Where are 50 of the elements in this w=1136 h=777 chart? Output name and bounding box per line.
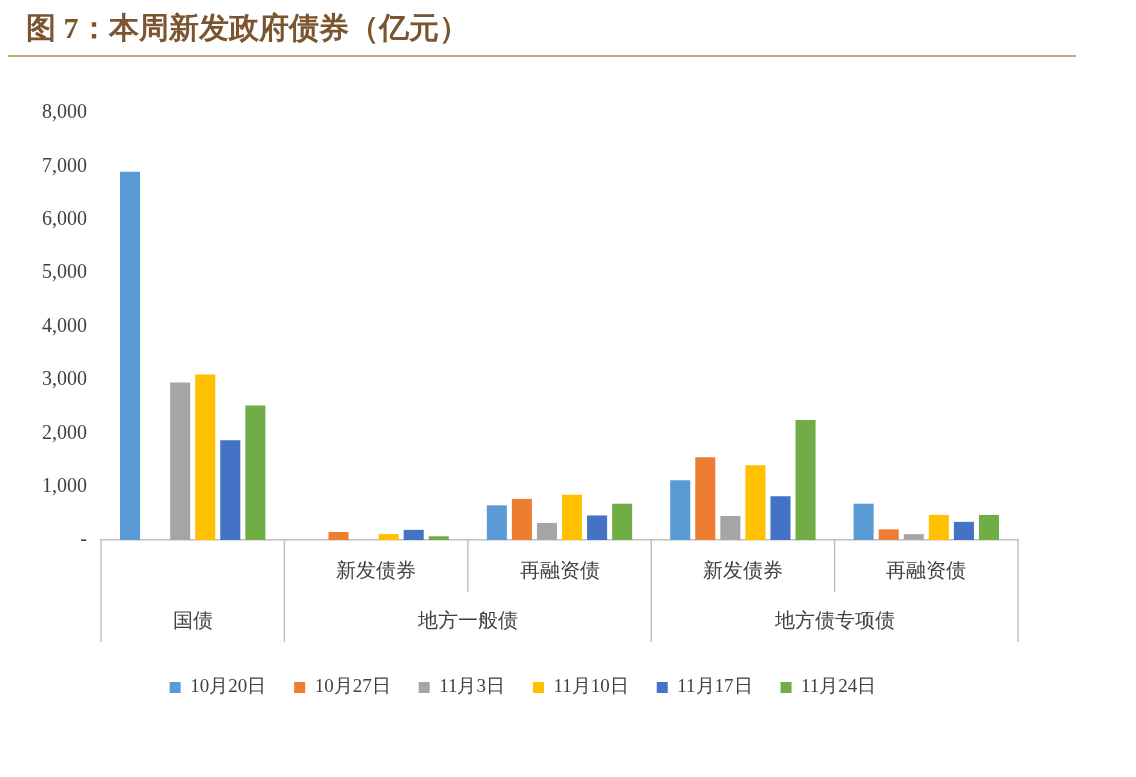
bar: [428, 536, 449, 540]
y-tick-label: 6,000: [42, 207, 87, 229]
bar: [978, 514, 999, 540]
bar: [562, 494, 583, 540]
legend-label: 10月20日: [190, 675, 267, 697]
bar: [511, 498, 532, 540]
bar: [245, 405, 266, 540]
bar: [403, 529, 424, 540]
bar: [953, 521, 974, 540]
y-tick-label: 3,000: [42, 367, 87, 390]
bar: [195, 374, 216, 540]
bar: [536, 522, 557, 540]
text: 地方债专项债: [773, 609, 895, 632]
bar: [745, 465, 766, 540]
bar: [120, 171, 141, 540]
legend-label: 11月10日: [553, 675, 629, 697]
bar: [695, 457, 716, 540]
text: 国债: [172, 609, 213, 632]
bar: [612, 503, 633, 540]
x-tick-label: 再融资债: [519, 559, 600, 582]
x-tick-label: 新发债券: [702, 559, 783, 582]
legend-label: 11月3日: [439, 675, 505, 697]
bar: [903, 534, 924, 540]
y-tick-label: 4,000: [42, 313, 87, 336]
legend-label: 11月17日: [677, 675, 753, 697]
bar: [795, 419, 816, 540]
bar: [378, 534, 399, 540]
y-tick-label: 1,000: [42, 473, 87, 496]
chart-title: 图 7：本周新发政府债券（亿元）: [8, 8, 1076, 57]
y-tick-label: 8,000: [42, 100, 87, 123]
bar: [486, 505, 507, 540]
y-tick-label: 7,000: [42, 153, 87, 176]
legend-label: 11月24日: [801, 675, 877, 697]
bar: [220, 440, 241, 540]
y-tick-label: 2,000: [42, 420, 87, 443]
y-tick-label: -: [80, 527, 87, 550]
bar: [853, 503, 874, 540]
bar: [170, 382, 191, 540]
legend-label: 10月27日: [314, 675, 391, 697]
bar: [878, 529, 899, 540]
bar: [928, 514, 949, 540]
text: 地方一般债: [416, 609, 518, 632]
bar: [328, 531, 349, 540]
x-tick-label: 再融资债: [886, 559, 967, 582]
y-tick-label: 5,000: [42, 260, 87, 283]
bar: [670, 480, 691, 540]
bar: [720, 515, 741, 540]
bar: [770, 496, 791, 540]
x-tick-label: 新发债券: [336, 559, 417, 582]
bar: [587, 515, 608, 540]
